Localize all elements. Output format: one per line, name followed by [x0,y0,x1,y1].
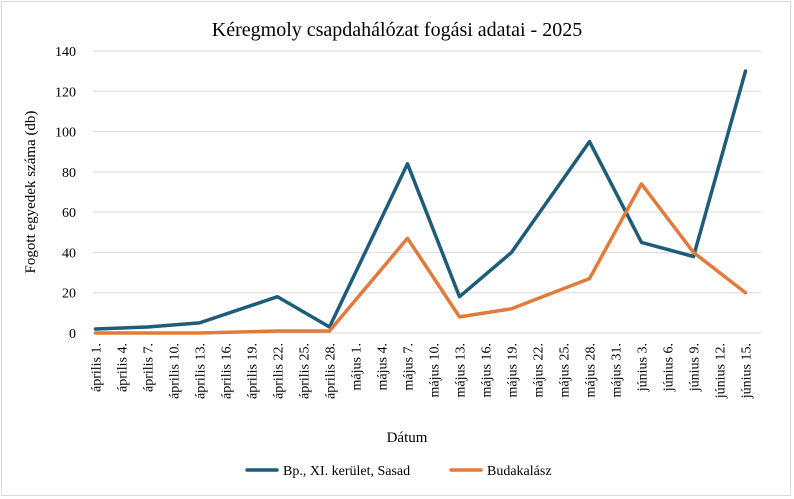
x-tick-label: május 25. [558,343,573,397]
x-tick-label: április 7. [142,343,157,392]
x-tick-label: június 15. [740,343,755,399]
series-line [93,182,748,335]
x-tick-label: május 22. [532,343,547,397]
x-tick-label: június 6. [662,343,677,392]
x-tick-label: május 1. [350,343,365,390]
y-tick-label: 0 [69,327,76,342]
x-tick-label: április 4. [116,343,131,392]
x-tick-label: április 13. [194,343,209,399]
x-tick-label: április 28. [324,343,339,399]
x-tick-label: június 12. [714,343,729,399]
x-tick-label: április 22. [272,343,287,399]
chart-title: Kéregmoly csapdahálózat fogási adatai - … [212,19,582,41]
y-tick-labels: 0 20 40 60 80 100 120 140 [55,45,76,342]
x-tick-label: május 7. [402,343,417,390]
y-tick-label: 20 [62,287,76,302]
x-tick-label: április 1. [90,343,105,392]
x-tick-label: május 13. [454,343,469,397]
x-tick-label: április 25. [298,343,313,399]
x-tick-label: április 10. [168,343,183,399]
legend-label: Bp., XI. kerület, Sasad [283,464,410,479]
x-tick-label: június 9. [688,343,703,392]
x-axis-title: Dátum [387,430,428,446]
x-tick-label: április 16. [220,343,235,399]
y-tick-label: 60 [62,206,76,221]
x-tick-labels: április 1. április 4. április 7. április 10… [90,343,755,399]
x-tick-label: május 19. [506,343,521,397]
x-tick-label: június 3. [636,343,651,392]
y-axis-title: Fogott egyedek száma (db) [23,111,39,274]
x-tick-label: május 28. [584,343,599,397]
gridlines [93,50,761,334]
y-tick-label: 140 [55,45,76,60]
series-line [93,69,748,331]
y-tick-label: 100 [55,126,76,141]
x-tick-label: április 19. [246,343,261,399]
y-tick-label: 40 [62,246,76,261]
legend: Bp., XI. kerület, Sasad Budakalász [245,464,552,479]
x-tick-label: május 4. [376,343,391,390]
x-tick-label: május 31. [610,343,625,397]
y-tick-label: 120 [55,85,76,100]
legend-label: Budakalász [487,464,552,479]
x-tick-label: május 16. [480,343,495,397]
series-lines [93,69,748,335]
y-tick-label: 80 [62,166,76,181]
x-tick-label: május 10. [428,343,443,397]
